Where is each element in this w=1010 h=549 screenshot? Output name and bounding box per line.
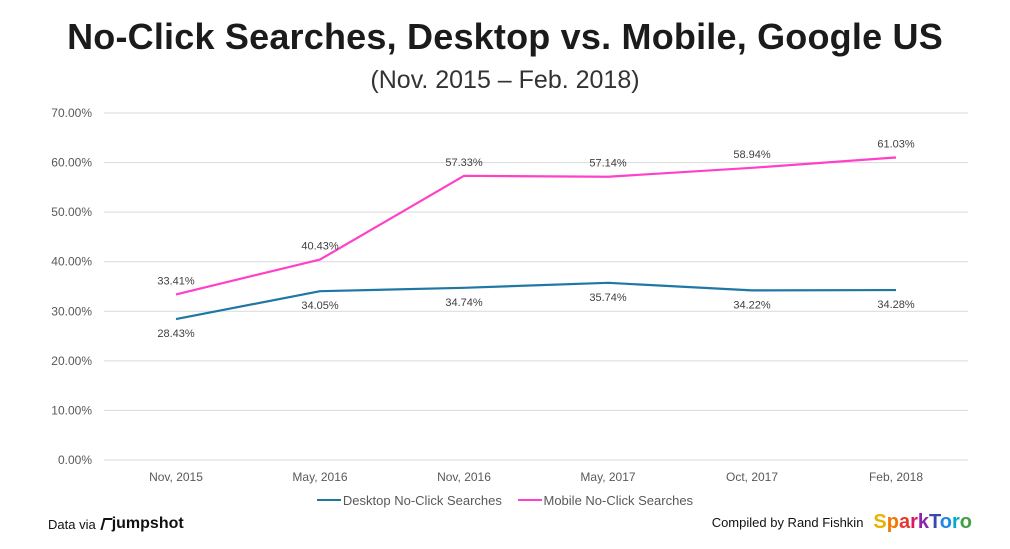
legend-label-desktop: Desktop No-Click Searches xyxy=(342,492,502,508)
attribution: Compiled by Rand Fishkin SparkToro xyxy=(712,511,972,534)
jumpshot-logo-text: jumpshot xyxy=(111,515,184,532)
compiled-by-label: Compiled by Rand Fishkin xyxy=(711,515,864,530)
data-label-desktop: 35.74% xyxy=(589,292,627,304)
data-label-desktop: 34.22% xyxy=(733,299,771,311)
y-tick-label: 20.00% xyxy=(51,354,92,368)
x-tick-label: Nov, 2015 xyxy=(149,470,203,484)
y-tick-label: 10.00% xyxy=(51,403,92,417)
jumpshot-mark-icon xyxy=(100,518,113,530)
series-line-mobile xyxy=(175,156,897,296)
x-tick-label: Nov, 2016 xyxy=(437,470,491,484)
chart-title: No-Click Searches, Desktop vs. Mobile, G… xyxy=(67,16,943,57)
y-tick-label: 70.00% xyxy=(51,106,92,120)
legend-item-mobile: Mobile No-Click Searches xyxy=(517,492,694,508)
data-label-mobile: 61.03% xyxy=(877,138,915,150)
x-tick-label: May, 2017 xyxy=(580,470,635,484)
sparktoro-logo: SparkToro xyxy=(873,511,972,533)
legend-item-desktop: Desktop No-Click Searches xyxy=(316,492,502,508)
jumpshot-logo: jumpshot xyxy=(100,515,184,533)
series-line-desktop xyxy=(175,281,897,321)
legend-label-mobile: Mobile No-Click Searches xyxy=(543,492,694,508)
data-via-label: Data via xyxy=(48,516,96,532)
data-label-desktop: 34.28% xyxy=(877,299,915,311)
y-tick-label: 30.00% xyxy=(51,304,92,318)
data-source: Data via jumpshot xyxy=(48,515,184,533)
legend-swatch-mobile xyxy=(517,499,542,501)
data-label-mobile: 33.41% xyxy=(157,275,195,287)
data-label-mobile: 57.14% xyxy=(589,158,627,170)
y-tick-label: 60.00% xyxy=(51,156,92,170)
data-label-desktop: 28.43% xyxy=(157,328,195,340)
x-tick-label: May, 2016 xyxy=(292,470,347,484)
data-label-desktop: 34.05% xyxy=(301,300,339,312)
data-label-mobile: 57.33% xyxy=(445,157,483,169)
y-tick-label: 50.00% xyxy=(51,205,92,219)
legend-swatch-desktop xyxy=(316,499,341,501)
y-tick-label: 40.00% xyxy=(51,255,92,269)
data-label-mobile: 40.43% xyxy=(301,241,339,253)
y-tick-label: 0.00% xyxy=(58,453,92,467)
data-label-mobile: 58.94% xyxy=(733,149,771,161)
x-tick-label: Feb, 2018 xyxy=(869,470,923,484)
legend: Desktop No-Click Searches Mobile No-Clic… xyxy=(0,489,1010,508)
data-label-desktop: 34.74% xyxy=(445,297,483,309)
chart-subtitle: (Nov. 2015 – Feb. 2018) xyxy=(370,66,640,94)
x-tick-label: Oct, 2017 xyxy=(726,470,778,484)
